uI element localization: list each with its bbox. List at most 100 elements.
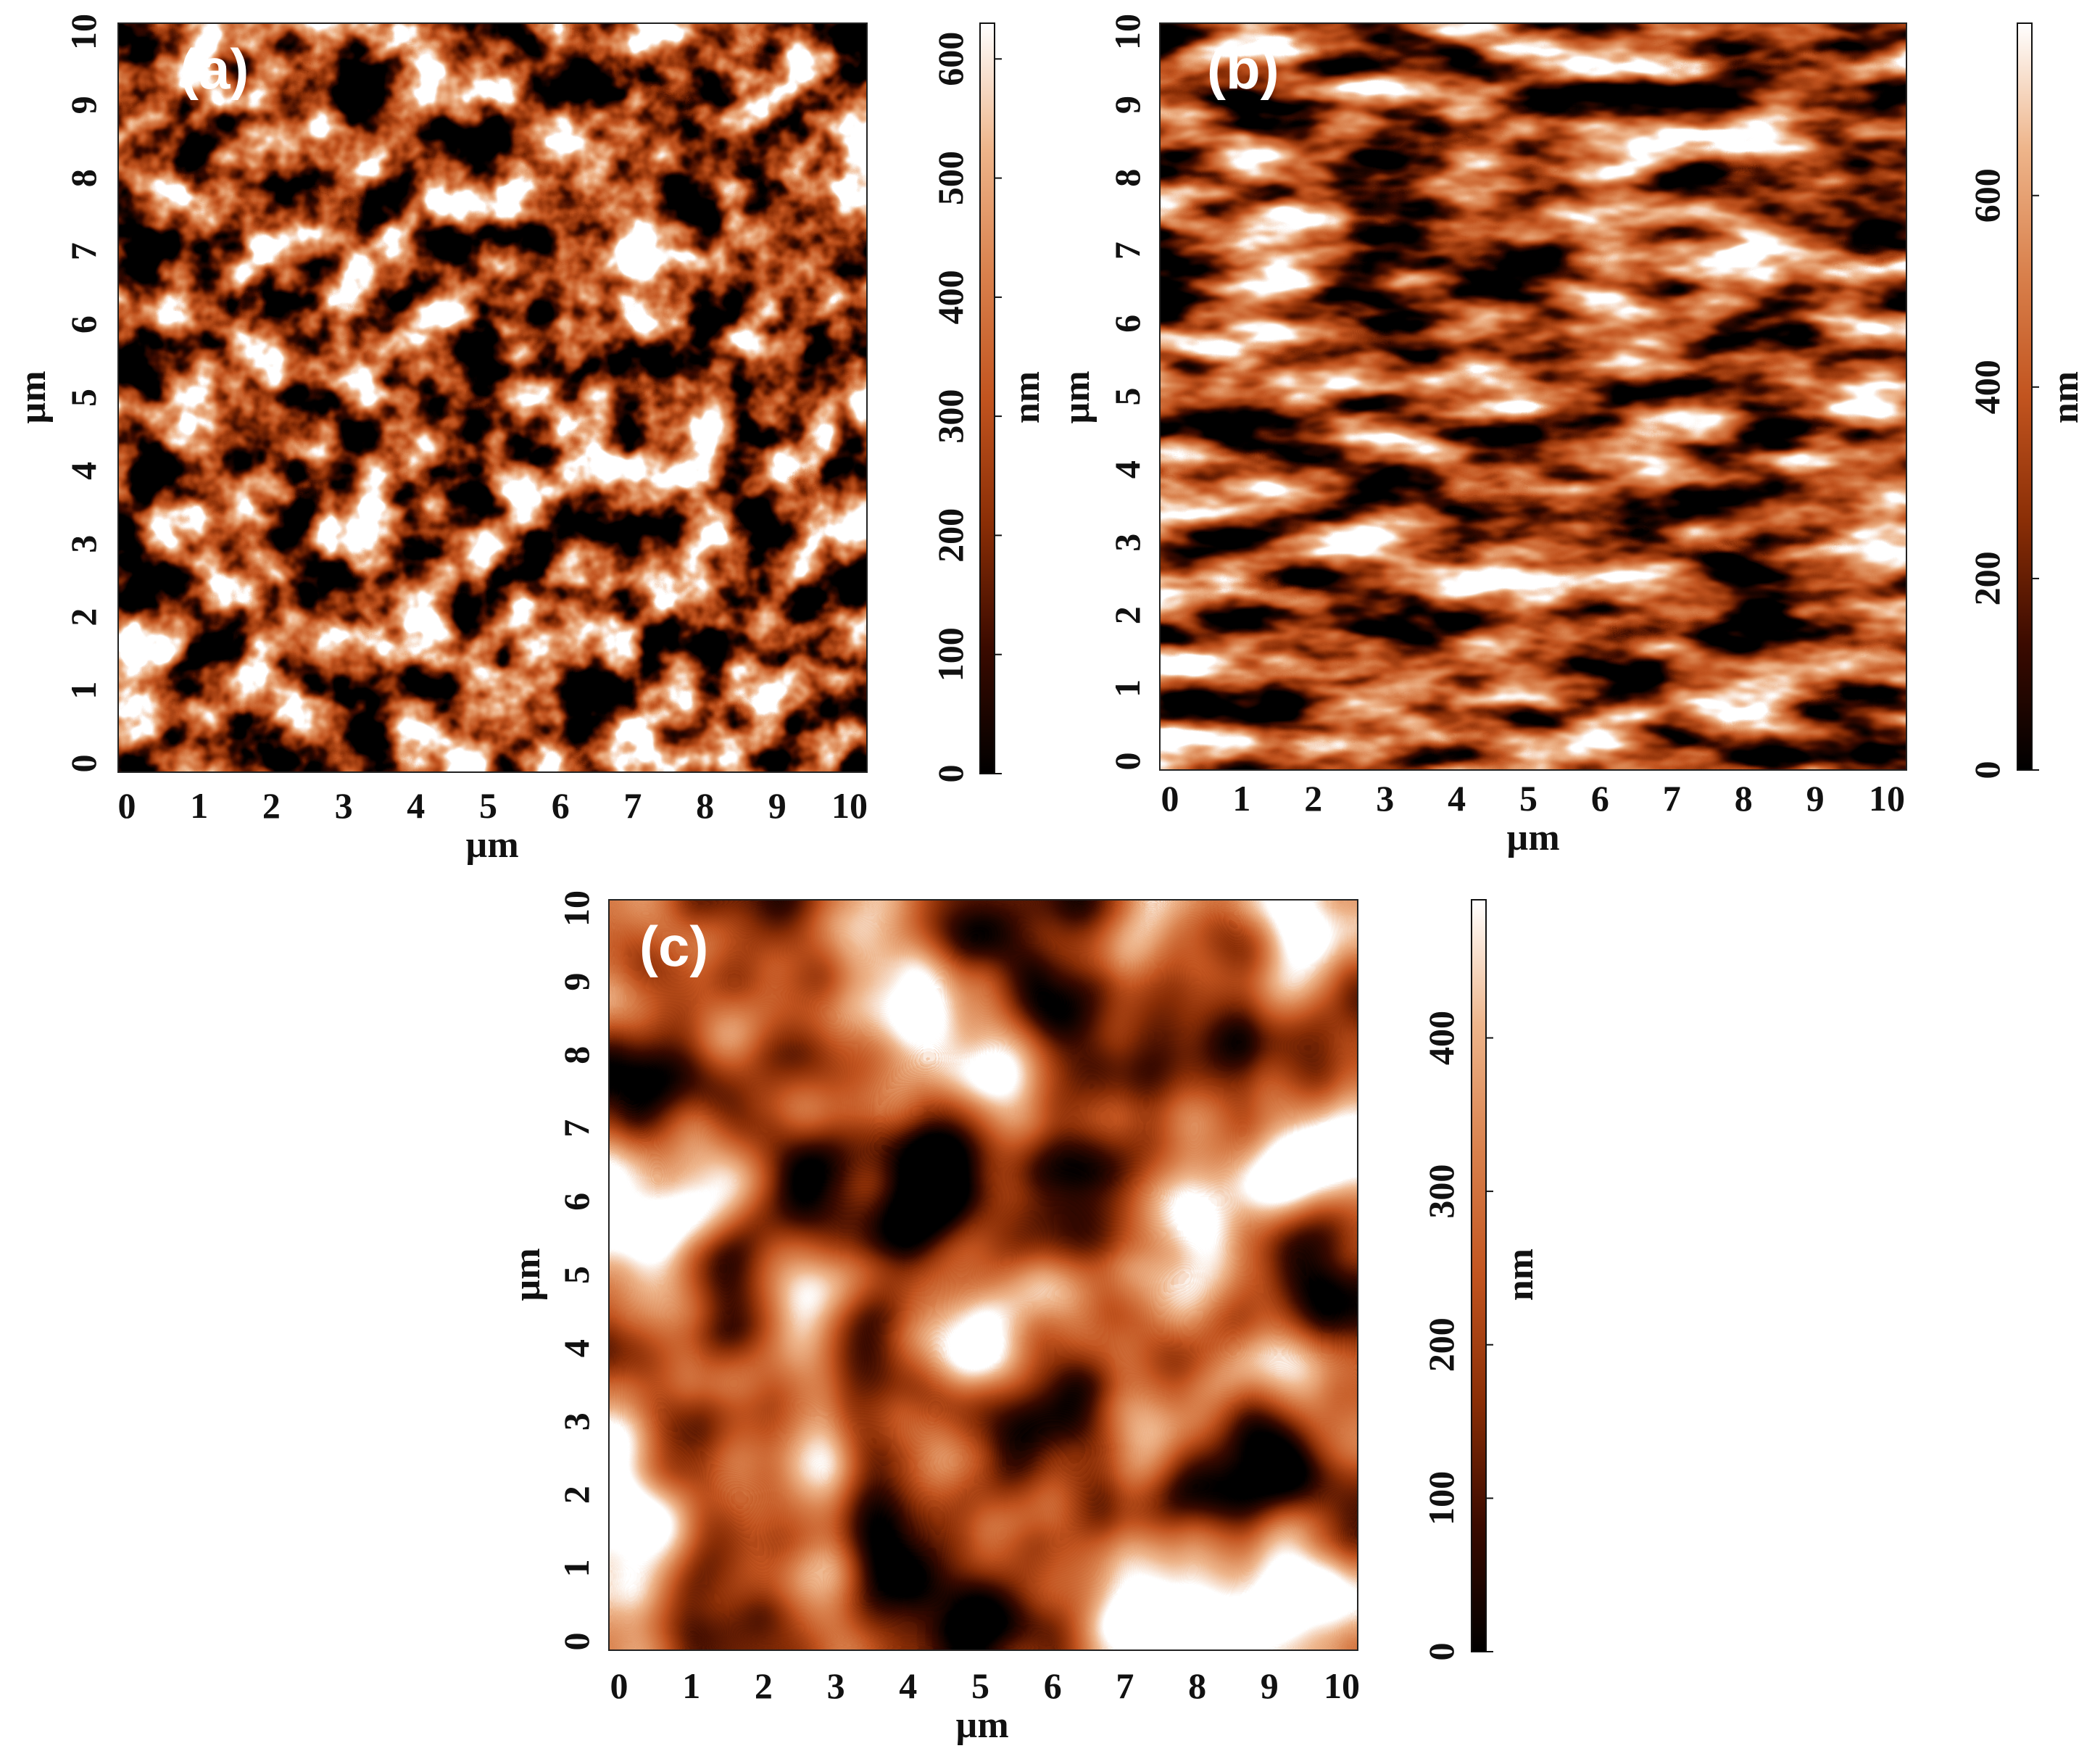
height-map-b bbox=[1160, 23, 1906, 770]
y-tick-label: 2 bbox=[1107, 606, 1147, 624]
x-tick-label: 0 bbox=[118, 785, 136, 826]
x-tick-label: 2 bbox=[262, 785, 281, 826]
x-tick-label: 9 bbox=[1261, 1665, 1279, 1706]
x-tick-label: 1 bbox=[1232, 778, 1250, 819]
x-tick-label: 3 bbox=[827, 1665, 845, 1706]
y-tick-label: 2 bbox=[556, 1486, 597, 1504]
y-axis-title-c: µm bbox=[507, 1248, 548, 1301]
x-tick-label: 4 bbox=[407, 785, 425, 826]
y-tick-label: 7 bbox=[1107, 241, 1147, 260]
y-tick-label: 9 bbox=[63, 96, 104, 114]
colorbar-tick-label: 300 bbox=[930, 389, 971, 444]
height-map-c bbox=[609, 900, 1358, 1650]
x-tick-label: 1 bbox=[682, 1665, 700, 1706]
colorbar-b bbox=[2017, 22, 2033, 771]
x-tick-label: 7 bbox=[1663, 778, 1681, 819]
x-tick-label: 6 bbox=[1591, 778, 1609, 819]
x-tick-label: 9 bbox=[1806, 778, 1825, 819]
x-axis-b: 0 1 2 3 4 5 6 7 8 9 10 bbox=[1161, 778, 1906, 819]
x-tick-label: 8 bbox=[1188, 1665, 1206, 1706]
y-tick-label: 4 bbox=[1107, 460, 1147, 479]
y-axis-b: 0 1 2 3 4 5 6 7 8 9 10 bbox=[1107, 14, 1147, 771]
y-tick-label: 10 bbox=[556, 890, 597, 927]
x-tick-label: 4 bbox=[899, 1665, 917, 1706]
y-tick-label: 8 bbox=[63, 169, 104, 187]
panel-c: (c) 0 1 2 3 4 5 6 7 8 9 10 0 1 2 3 4 5 6 7 8 9 10 µm µm 0 100… bbox=[507, 890, 1541, 1746]
y-tick-label: 8 bbox=[556, 1046, 597, 1064]
x-tick-label: 3 bbox=[335, 785, 353, 826]
colorbar-tick-label: 600 bbox=[930, 32, 971, 86]
x-tick-label: 4 bbox=[1448, 778, 1466, 819]
x-axis-title-a: µm bbox=[465, 824, 518, 866]
y-tick-label: 0 bbox=[556, 1633, 597, 1651]
x-tick-label: 3 bbox=[1376, 778, 1394, 819]
y-tick-label: 3 bbox=[556, 1412, 597, 1431]
x-tick-label: 8 bbox=[1735, 778, 1753, 819]
y-tick-label: 7 bbox=[556, 1119, 597, 1138]
y-tick-label: 9 bbox=[556, 973, 597, 991]
x-tick-label: 10 bbox=[831, 785, 868, 826]
colorbar-unit-b: nm bbox=[2045, 371, 2086, 423]
colorbar-tick-label: 200 bbox=[930, 508, 971, 563]
x-tick-label: 8 bbox=[696, 785, 714, 826]
y-tick-label: 0 bbox=[63, 755, 104, 773]
panel-b: (b) 0 1 2 3 4 5 6 7 8 9 10 0 1 2 3 4 5 6 7 8 9 10 µm µm 0 200… bbox=[1056, 14, 2086, 858]
x-tick-label: 2 bbox=[1304, 778, 1322, 819]
y-tick-label: 10 bbox=[1107, 14, 1147, 50]
panel-label-c: (c) bbox=[639, 914, 708, 978]
colorbar-unit-a: nm bbox=[1006, 371, 1047, 423]
colorbar-tick-label: 500 bbox=[930, 151, 971, 205]
x-tick-label: 5 bbox=[1519, 778, 1537, 819]
x-tick-label: 7 bbox=[1116, 1665, 1134, 1706]
y-tick-label: 6 bbox=[556, 1193, 597, 1211]
colorbar-tick-label: 400 bbox=[930, 270, 971, 324]
y-tick-label: 9 bbox=[1107, 96, 1147, 114]
colorbar-ticks-c: 0 100 200 300 400 bbox=[1421, 1011, 1493, 1661]
y-tick-label: 5 bbox=[63, 389, 104, 407]
y-tick-label: 0 bbox=[1107, 753, 1147, 771]
x-tick-label: 10 bbox=[1869, 778, 1905, 819]
y-tick-label: 1 bbox=[63, 682, 104, 700]
x-tick-label: 0 bbox=[610, 1665, 628, 1706]
colorbar-tick-label: 600 bbox=[1967, 168, 2007, 223]
x-tick-label: 2 bbox=[755, 1665, 773, 1706]
y-tick-label: 6 bbox=[1107, 315, 1147, 333]
y-tick-label: 5 bbox=[556, 1266, 597, 1284]
colorbar-ticks-a: 0 100 200 300 400 500 600 bbox=[930, 32, 1002, 783]
y-tick-label: 1 bbox=[1107, 679, 1147, 697]
x-tick-label: 5 bbox=[479, 785, 497, 826]
panel-label-b: (b) bbox=[1207, 37, 1279, 101]
x-axis-title-c: µm bbox=[955, 1705, 1008, 1746]
y-tick-label: 8 bbox=[1107, 169, 1147, 187]
colorbar-tick-label: 200 bbox=[1967, 551, 2007, 605]
y-tick-label: 1 bbox=[556, 1559, 597, 1577]
x-tick-label: 5 bbox=[971, 1665, 989, 1706]
colorbar-tick-label: 100 bbox=[1421, 1471, 1461, 1526]
y-tick-label: 10 bbox=[63, 14, 104, 50]
y-tick-label: 7 bbox=[63, 242, 104, 260]
x-axis-c: 0 1 2 3 4 5 6 7 8 9 10 bbox=[610, 1665, 1361, 1706]
colorbar-tick-label: 400 bbox=[1967, 360, 2007, 414]
colorbar-tick-label: 200 bbox=[1421, 1317, 1461, 1372]
colorbar-tick-label: 0 bbox=[1421, 1643, 1461, 1661]
colorbar-tick-label: 0 bbox=[1967, 761, 2007, 779]
y-axis-title-b: µm bbox=[1056, 371, 1097, 423]
panel-a: (a) 0 1 2 3 4 5 6 7 8 9 10 0 1 2 3 4 5 6 7 8 9 10 µm µm 0 100… bbox=[12, 14, 1047, 866]
height-map-a bbox=[118, 23, 867, 772]
colorbar-unit-c: nm bbox=[1500, 1249, 1541, 1301]
y-axis-title-a: µm bbox=[12, 371, 54, 423]
x-axis-title-b: µm bbox=[1506, 817, 1559, 858]
colorbar-tick-label: 100 bbox=[930, 627, 971, 682]
panel-label-a: (a) bbox=[180, 37, 249, 101]
x-tick-label: 7 bbox=[623, 785, 642, 826]
x-tick-label: 9 bbox=[768, 785, 787, 826]
y-tick-label: 3 bbox=[63, 535, 104, 553]
y-tick-label: 3 bbox=[1107, 534, 1147, 552]
x-tick-label: 10 bbox=[1324, 1665, 1360, 1706]
y-tick-label: 4 bbox=[556, 1339, 597, 1357]
colorbar-tick-label: 400 bbox=[1421, 1011, 1461, 1065]
x-tick-label: 0 bbox=[1161, 778, 1179, 819]
x-tick-label: 6 bbox=[1044, 1665, 1062, 1706]
colorbar-ticks-b: 0 200 400 600 bbox=[1967, 168, 2039, 779]
